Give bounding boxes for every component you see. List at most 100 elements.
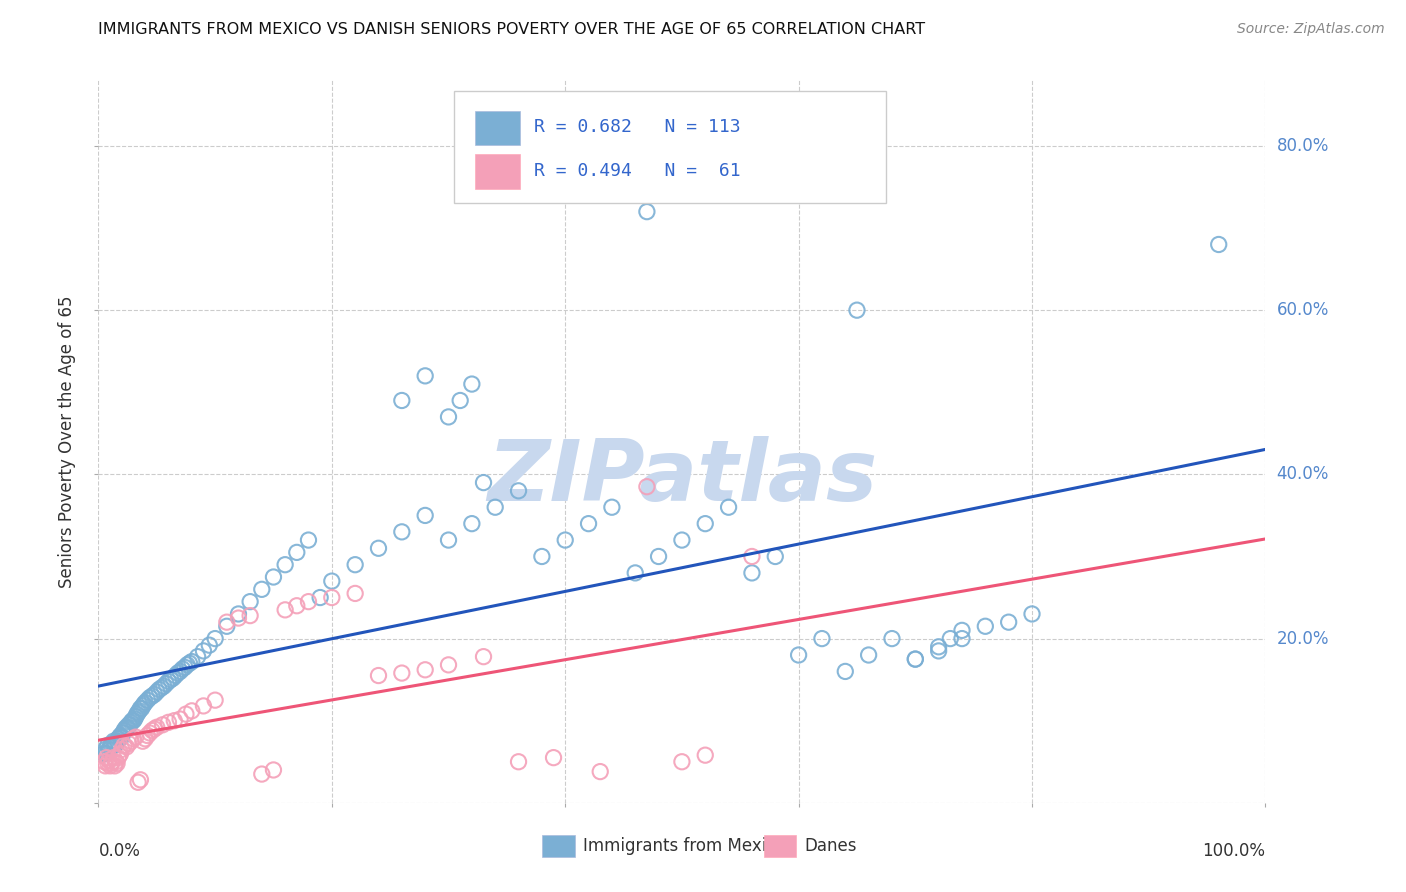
- Point: [103, 750, 125, 764]
- Point: [239, 608, 262, 623]
- Point: [391, 393, 413, 408]
- Point: [122, 714, 145, 728]
- Point: [120, 734, 142, 748]
- Point: [215, 615, 238, 630]
- Point: [122, 731, 145, 746]
- Point: [239, 594, 262, 608]
- FancyBboxPatch shape: [454, 91, 886, 203]
- Point: [472, 475, 495, 490]
- Point: [198, 638, 221, 652]
- Point: [543, 750, 565, 764]
- Point: [104, 737, 127, 751]
- Point: [180, 704, 202, 718]
- Text: 0.0%: 0.0%: [98, 842, 141, 860]
- Point: [717, 500, 740, 515]
- Point: [141, 689, 163, 703]
- Point: [193, 698, 215, 713]
- Point: [600, 500, 623, 515]
- Point: [115, 739, 138, 754]
- Point: [228, 611, 250, 625]
- Text: R = 0.682   N = 113: R = 0.682 N = 113: [534, 119, 741, 136]
- Point: [950, 632, 973, 646]
- Text: ZIPatlas: ZIPatlas: [486, 436, 877, 519]
- Point: [94, 742, 117, 756]
- Point: [129, 701, 152, 715]
- Point: [97, 742, 120, 756]
- Point: [127, 775, 149, 789]
- Point: [974, 619, 997, 633]
- Point: [250, 582, 273, 597]
- Point: [125, 730, 148, 744]
- Point: [928, 640, 950, 654]
- Point: [1208, 237, 1230, 252]
- Point: [834, 665, 856, 679]
- Point: [96, 750, 118, 764]
- Point: [97, 739, 120, 753]
- Point: [413, 663, 436, 677]
- Point: [127, 706, 149, 720]
- Point: [163, 714, 186, 728]
- Point: [165, 668, 187, 682]
- Point: [114, 722, 136, 736]
- Point: [204, 632, 226, 646]
- Point: [437, 533, 460, 547]
- Point: [125, 709, 148, 723]
- FancyBboxPatch shape: [541, 835, 575, 857]
- Point: [1021, 607, 1043, 621]
- Point: [98, 739, 121, 754]
- Point: [132, 698, 155, 712]
- Point: [136, 729, 159, 743]
- Point: [174, 707, 197, 722]
- Point: [128, 704, 150, 718]
- Point: [787, 648, 810, 662]
- Point: [118, 718, 141, 732]
- Point: [530, 549, 553, 564]
- Point: [846, 303, 869, 318]
- Point: [262, 763, 284, 777]
- Point: [309, 591, 332, 605]
- Point: [96, 747, 118, 761]
- Point: [904, 652, 927, 666]
- Point: [108, 748, 131, 763]
- Point: [437, 657, 460, 672]
- Text: Danes: Danes: [804, 838, 856, 855]
- Point: [274, 603, 297, 617]
- Point: [139, 726, 162, 740]
- Point: [741, 549, 763, 564]
- Point: [391, 524, 413, 539]
- Point: [741, 566, 763, 580]
- Point: [157, 674, 180, 689]
- Point: [297, 533, 319, 547]
- Point: [285, 599, 308, 613]
- Point: [554, 533, 576, 547]
- Point: [141, 723, 163, 738]
- Point: [94, 759, 117, 773]
- Point: [101, 755, 124, 769]
- Point: [484, 500, 506, 515]
- Point: [204, 693, 226, 707]
- Point: [169, 665, 191, 679]
- Point: [173, 660, 195, 674]
- Point: [112, 739, 135, 753]
- Point: [134, 696, 156, 710]
- Point: [143, 722, 166, 736]
- Point: [101, 737, 124, 751]
- Point: [104, 739, 127, 753]
- Point: [508, 483, 530, 498]
- Point: [107, 731, 129, 746]
- Point: [321, 591, 343, 605]
- Point: [671, 533, 693, 547]
- Point: [589, 764, 612, 779]
- Text: R = 0.494   N =  61: R = 0.494 N = 61: [534, 161, 741, 179]
- Text: Source: ZipAtlas.com: Source: ZipAtlas.com: [1237, 22, 1385, 37]
- Point: [134, 731, 156, 746]
- Point: [93, 755, 115, 769]
- Text: 100.0%: 100.0%: [1202, 842, 1265, 860]
- Point: [120, 715, 142, 730]
- Point: [143, 687, 166, 701]
- Y-axis label: Seniors Poverty Over the Age of 65: Seniors Poverty Over the Age of 65: [58, 295, 76, 588]
- Point: [880, 632, 903, 646]
- Point: [107, 750, 129, 764]
- Point: [215, 619, 238, 633]
- Point: [129, 772, 152, 787]
